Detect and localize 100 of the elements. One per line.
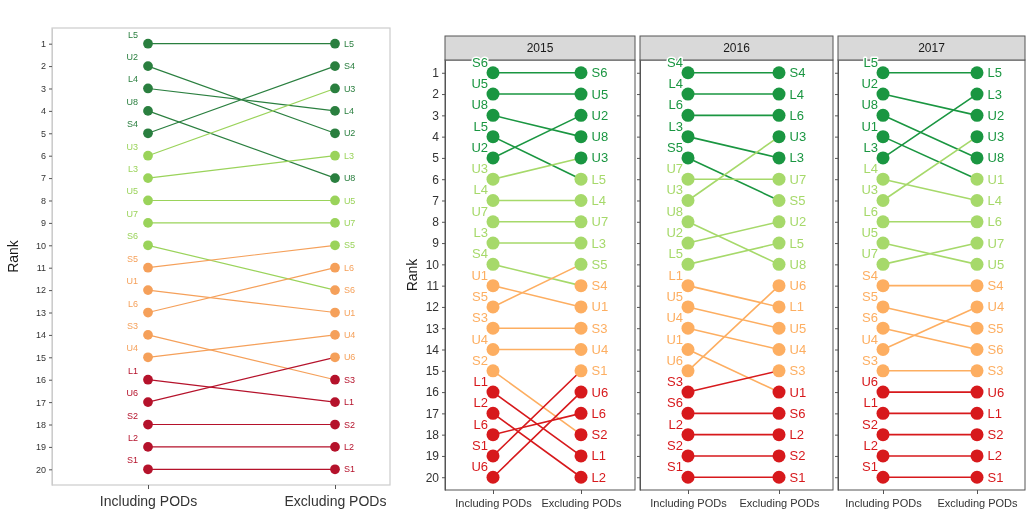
text: S5 — [126, 253, 138, 264]
series-label: L3 — [863, 139, 878, 155]
y-tick-label: 3 — [40, 83, 46, 94]
point — [486, 428, 500, 442]
text: U8 — [591, 129, 609, 145]
point — [876, 449, 890, 463]
x-tick-label: Excluding PODs — [284, 493, 387, 509]
y-tick-label: 4 — [40, 106, 46, 117]
point — [970, 151, 984, 165]
point — [574, 343, 588, 356]
text: S6 — [987, 342, 1004, 358]
text: S1 — [126, 455, 138, 466]
point — [574, 108, 588, 122]
text: L1 — [127, 365, 138, 376]
point — [876, 343, 890, 356]
point — [486, 343, 500, 356]
point — [772, 172, 786, 186]
point — [876, 215, 890, 229]
text: U7 — [987, 235, 1005, 251]
text: U1 — [987, 171, 1005, 187]
series-label: S2 — [472, 352, 488, 368]
point — [330, 307, 340, 318]
text: L5 — [127, 29, 138, 40]
series-label: L2 — [473, 395, 488, 411]
series-label: S5 — [343, 240, 355, 251]
point — [876, 428, 890, 442]
text: L5 — [789, 235, 804, 251]
series-label: U4 — [666, 310, 683, 326]
y-tick-label: 18 — [425, 427, 440, 442]
y-tick-label: 2 — [432, 87, 440, 102]
series-label: L5 — [473, 118, 488, 134]
text: U1 — [126, 276, 138, 287]
series-label: U5 — [471, 76, 488, 92]
text: S3 — [789, 363, 806, 379]
point — [486, 215, 500, 229]
point — [970, 215, 984, 229]
point — [681, 66, 695, 80]
point — [143, 464, 153, 475]
point — [970, 364, 984, 378]
series-label: S2 — [862, 416, 878, 432]
series-label: S6 — [343, 285, 355, 296]
point — [486, 236, 500, 250]
point — [772, 406, 786, 420]
point — [876, 172, 890, 186]
text: U5 — [987, 256, 1005, 272]
series-label: L2 — [863, 437, 878, 453]
y-tick-label: 20 — [35, 464, 46, 475]
chart-title: 2016 — [723, 41, 751, 55]
y-tick-label: 9 — [40, 218, 46, 229]
series-label: L1 — [863, 395, 878, 411]
text: U5 — [591, 86, 609, 102]
point — [772, 300, 786, 314]
series-label: L3 — [343, 150, 354, 161]
x-tick-label: Including PODs — [99, 493, 198, 509]
chart-title: 2015 — [526, 41, 554, 55]
series-label: L6 — [668, 97, 683, 113]
y-tick-label: 6 — [432, 172, 440, 187]
series-label: L4 — [473, 182, 488, 198]
point — [970, 321, 984, 335]
point — [876, 406, 890, 420]
series-label: U6 — [471, 459, 488, 475]
point — [970, 470, 984, 484]
text: S3 — [591, 320, 608, 336]
y-tick-label: 13 — [425, 321, 440, 336]
text: L1 — [591, 448, 606, 464]
text: S1 — [987, 469, 1004, 485]
point — [330, 128, 340, 139]
point — [681, 321, 695, 335]
text: L6 — [127, 298, 138, 309]
point — [143, 83, 153, 94]
series-label: S6 — [667, 395, 683, 411]
text: U3 — [987, 129, 1005, 145]
point — [970, 236, 984, 250]
series-label: S1 — [862, 459, 878, 475]
series-label: U6 — [343, 352, 356, 363]
text: L6 — [591, 405, 606, 421]
y-tick-label: 15 — [35, 352, 46, 363]
text: U4 — [789, 342, 807, 358]
series-label: S4 — [472, 246, 488, 262]
point — [681, 87, 695, 101]
point — [574, 130, 588, 144]
point — [681, 279, 695, 293]
text: S4 — [789, 65, 806, 81]
point — [486, 151, 500, 165]
text: U8 — [789, 256, 807, 272]
x-tick-label: Including PODs — [650, 496, 728, 509]
point — [574, 215, 588, 229]
point — [486, 66, 500, 80]
text: U2 — [789, 214, 807, 230]
point — [143, 173, 153, 183]
y-tick-label: 4 — [432, 129, 440, 144]
text: S5 — [591, 256, 608, 272]
y-tick-label: 10 — [35, 240, 46, 251]
series-label: L3 — [668, 118, 683, 134]
series-label: U8 — [666, 203, 683, 219]
series-label: U5 — [861, 225, 878, 241]
text: U6 — [987, 384, 1005, 400]
point — [330, 150, 340, 161]
y-tick-label: 12 — [425, 300, 440, 315]
text: L4 — [987, 193, 1002, 209]
